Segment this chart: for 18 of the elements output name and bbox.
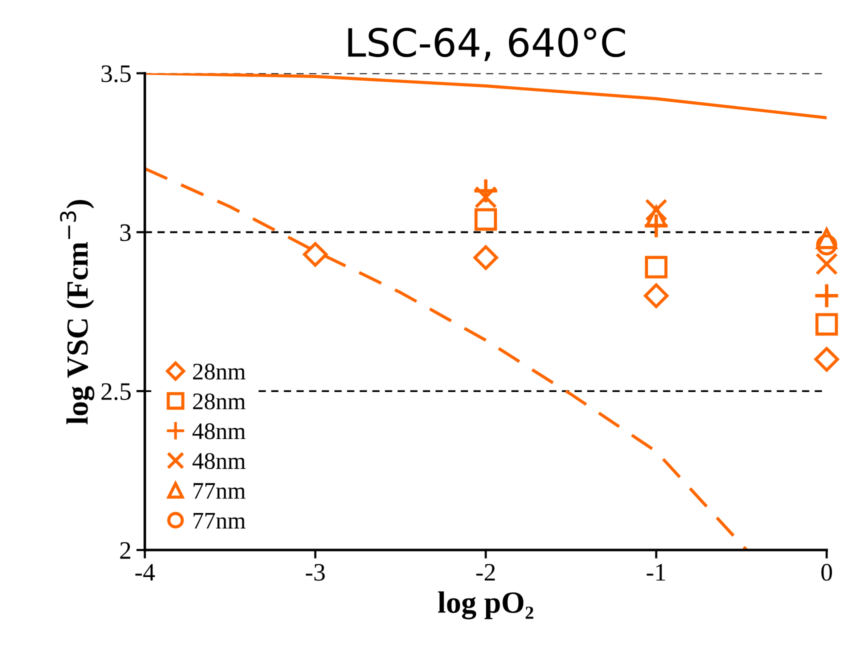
y-tick-label: 2.5 [101,383,131,400]
y-axis-title: log VSC (Fcm$^{−3}$) [60,200,94,424]
chart-title: LSC-64, 640°C [348,28,625,62]
x-tick-label: -4 [135,564,155,581]
legend-label: 77nm [194,512,246,528]
legend-label: 28nm [193,393,246,410]
legend-label: 77nm [194,483,246,499]
y-tick-label: 3.5 [102,65,131,82]
x-tick-label: -3 [306,564,325,581]
y-tick-label: 2 [120,542,130,559]
legend-label: 28nm [193,364,246,380]
x-tick-label: 0 [821,564,832,581]
y-tick-label: 3 [120,224,131,242]
x-axis-title: log pO₂ [438,591,534,620]
x-tick-label: -2 [476,564,495,581]
x-tick-label: -1 [646,564,666,581]
legend-label: 48nm [192,453,246,470]
legend-label: 48nm [192,423,246,440]
